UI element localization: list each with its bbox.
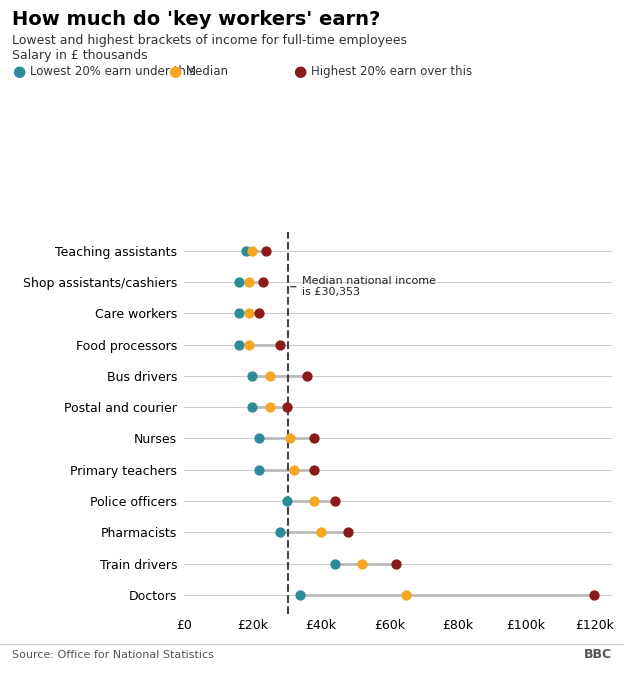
Point: [281, 496, 291, 507]
Text: Median: Median: [186, 65, 229, 78]
Text: BBC: BBC: [583, 648, 612, 662]
Point: [329, 496, 339, 507]
Point: [258, 276, 268, 287]
Point: [255, 308, 265, 318]
Point: [248, 402, 258, 413]
Point: [275, 527, 285, 538]
Point: [234, 308, 244, 318]
Text: How much do 'key workers' earn?: How much do 'key workers' earn?: [12, 10, 381, 29]
Point: [248, 370, 258, 381]
Point: [281, 402, 291, 413]
Point: [309, 464, 319, 475]
Text: ●: ●: [293, 64, 306, 79]
Point: [244, 276, 254, 287]
Point: [241, 246, 251, 256]
Point: [285, 433, 295, 444]
Text: ●: ●: [12, 64, 26, 79]
Point: [401, 589, 411, 600]
Text: Source: Office for National Statistics: Source: Office for National Statistics: [12, 650, 215, 659]
Point: [265, 402, 275, 413]
Text: ●: ●: [168, 64, 182, 79]
Point: [343, 527, 353, 538]
Point: [261, 246, 271, 256]
Point: [309, 496, 319, 507]
Point: [302, 370, 312, 381]
Point: [248, 246, 258, 256]
Point: [329, 559, 339, 569]
Point: [391, 559, 401, 569]
Point: [295, 589, 305, 600]
Text: Lowest and highest brackets of income for full-time employees: Lowest and highest brackets of income fo…: [12, 34, 407, 47]
Text: Median national income
is £30,353: Median national income is £30,353: [291, 276, 436, 297]
Text: Lowest 20% earn under this: Lowest 20% earn under this: [30, 65, 195, 78]
Point: [255, 464, 265, 475]
Point: [309, 433, 319, 444]
Point: [234, 339, 244, 350]
Point: [275, 339, 285, 350]
Point: [244, 308, 254, 318]
Point: [234, 276, 244, 287]
Point: [316, 527, 326, 538]
Point: [288, 464, 298, 475]
Point: [357, 559, 367, 569]
Point: [255, 433, 265, 444]
Point: [265, 370, 275, 381]
Text: Salary in £ thousands: Salary in £ thousands: [12, 49, 148, 62]
Point: [244, 339, 254, 350]
Text: Highest 20% earn over this: Highest 20% earn over this: [311, 65, 472, 78]
Point: [590, 589, 600, 600]
